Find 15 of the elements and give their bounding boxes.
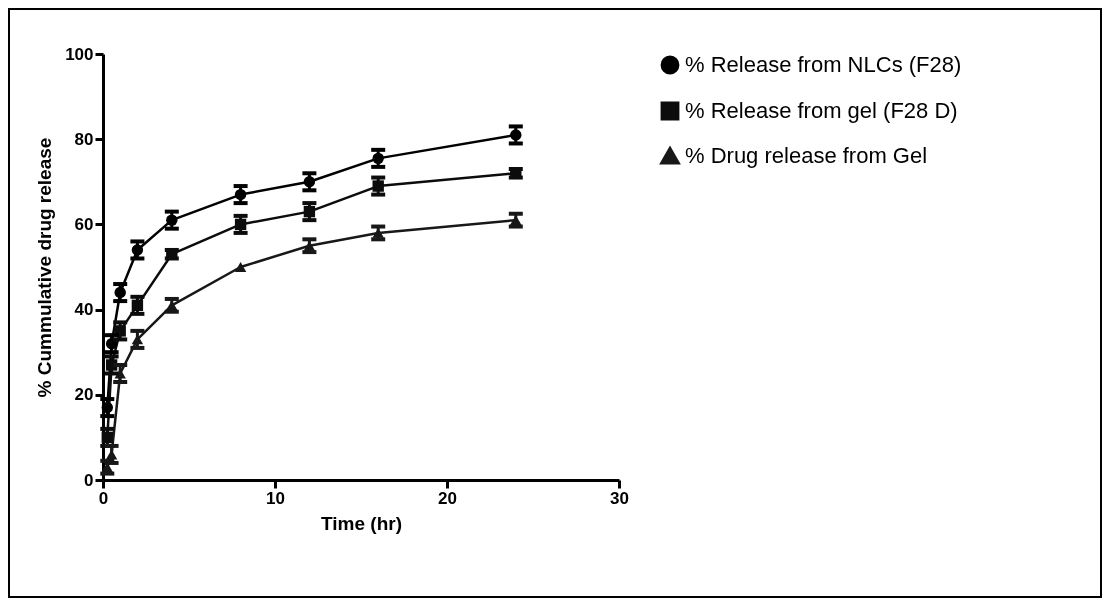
x-tick-label: 0	[98, 488, 109, 508]
x-tick-label: 20	[438, 488, 457, 508]
y-tick-label: 100	[65, 44, 94, 64]
x-tick-label: 10	[266, 488, 285, 508]
legend-label: % Release from NLCs (F28)	[685, 52, 962, 77]
y-tick-label: 40	[74, 300, 94, 320]
y-tick-label: 0	[84, 470, 94, 490]
y-tick-label: 20	[74, 385, 94, 405]
x-tick-label: 30	[610, 488, 629, 508]
y-tick-label: 80	[74, 129, 94, 149]
x-axis-title: Time (hr)	[321, 512, 402, 534]
y-axis-title: % Cummulative drug release	[34, 137, 56, 398]
legend-label: % Release from gel (F28 D)	[685, 98, 958, 123]
legend-label: % Drug release from Gel	[685, 143, 928, 168]
y-tick-label: 60	[74, 214, 94, 234]
